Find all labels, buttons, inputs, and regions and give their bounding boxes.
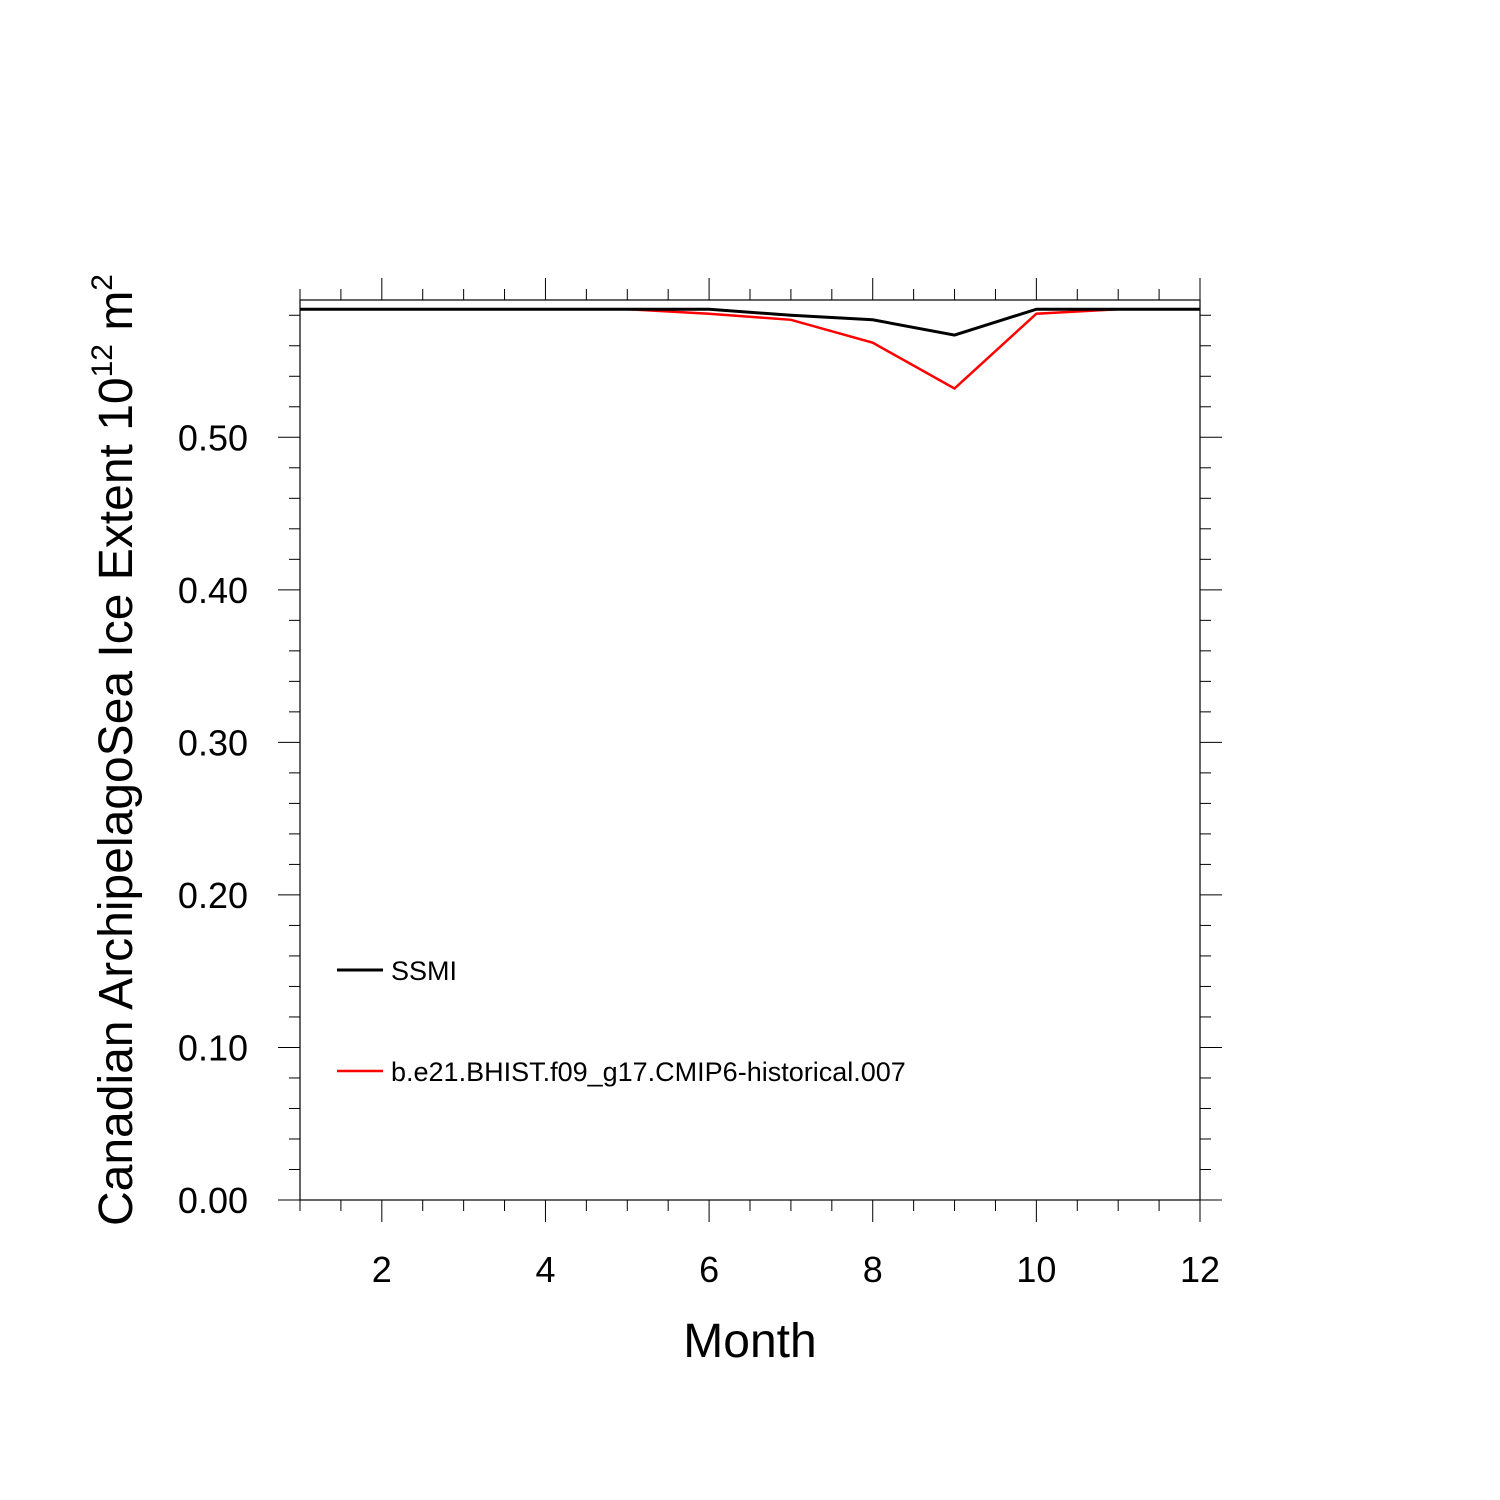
plot-frame — [299, 299, 1201, 1201]
x-tick-label: 2 — [372, 1249, 392, 1290]
x-tick-label: 8 — [863, 1249, 883, 1290]
series-line-ssmi — [300, 307, 1200, 337]
x-tick-label: 10 — [1016, 1249, 1056, 1290]
y-axis-title-main: Canadian ArchipelagoSea Ice Extent 10 — [90, 377, 143, 1226]
x-axis-title: Month — [683, 1315, 816, 1368]
y-tick-label: 0.10 — [178, 1027, 248, 1068]
x-tick-label: 6 — [699, 1249, 719, 1290]
legend-label-model: b.e21.BHIST.f09_g17.CMIP6-historical.007 — [391, 1057, 906, 1087]
series-line-model — [300, 307, 1200, 391]
y-axis-title-unit-exponent: 2 — [86, 274, 119, 291]
y-axis-title-unit: m — [90, 291, 143, 344]
legend-label-ssmi: SSMI — [391, 956, 457, 986]
tick-labels-layer: 2 4 6 8 10 12 0.00 0.10 0.20 0.30 0.40 0.50 — [178, 417, 1220, 1290]
y-tick-label: 0.40 — [178, 570, 248, 611]
y-tick-label: 0.20 — [178, 875, 248, 916]
x-tick-label: 12 — [1180, 1249, 1220, 1290]
x-tick-label: 4 — [535, 1249, 555, 1290]
y-axis-title: Canadian ArchipelagoSea Ice Extent 1012 … — [86, 274, 143, 1226]
series-layer — [300, 307, 1200, 391]
ticks-layer — [278, 278, 1222, 1222]
y-tick-label: 0.00 — [178, 1180, 248, 1221]
y-tick-label: 0.50 — [178, 417, 248, 458]
legend: SSMI b.e21.BHIST.f09_g17.CMIP6-historica… — [337, 956, 906, 1087]
y-tick-label: 0.30 — [178, 722, 248, 763]
y-axis-title-exponent: 12 — [86, 344, 119, 377]
